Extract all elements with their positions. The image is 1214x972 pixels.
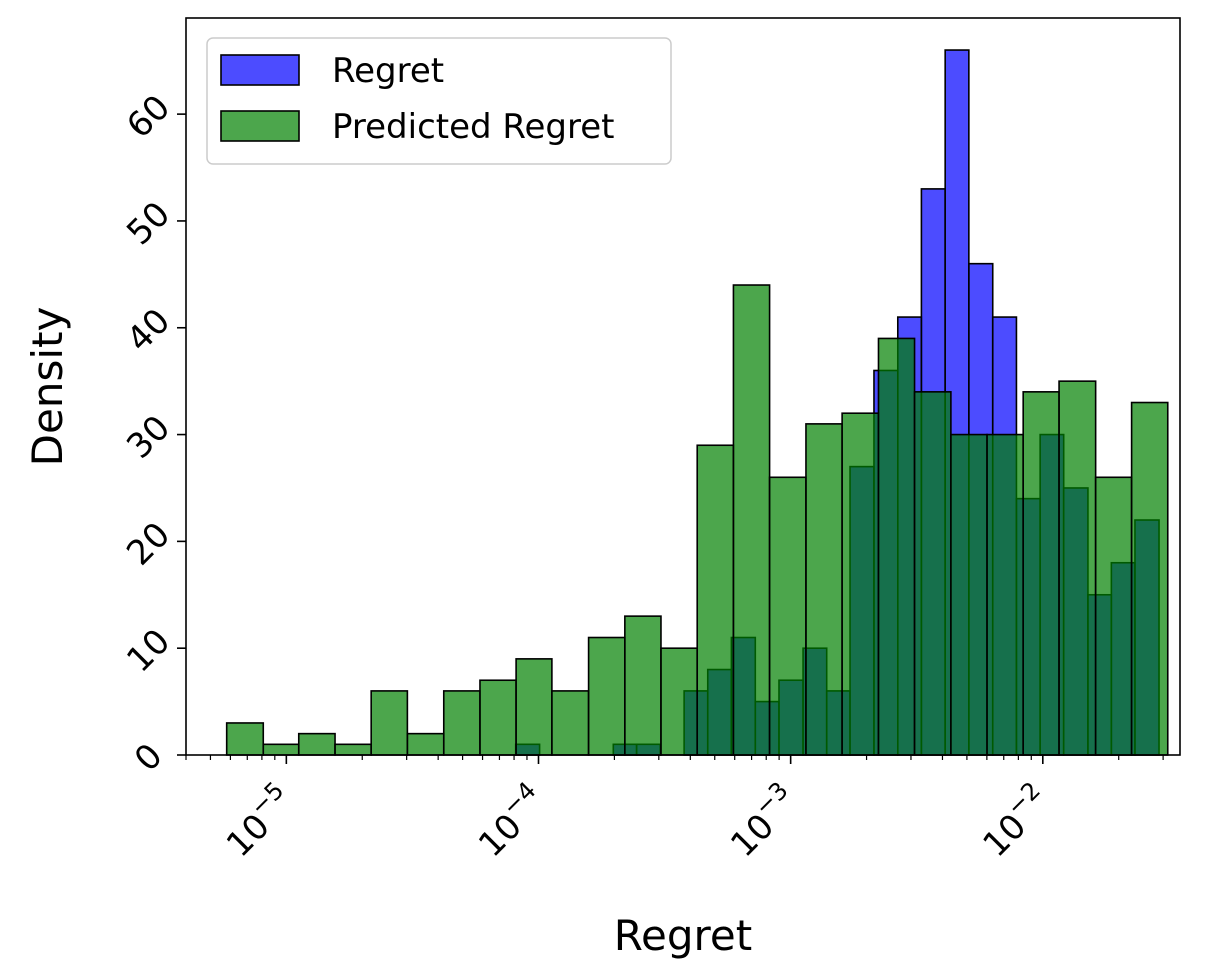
- y-axis-title: Density: [23, 307, 72, 467]
- bars-layer: [225, 49, 1169, 756]
- histogram-bar: [515, 658, 553, 756]
- legend-swatch: [220, 110, 300, 142]
- histogram-bar: [913, 391, 952, 756]
- histogram-bar: [841, 412, 880, 756]
- y-tick-label: 50: [119, 194, 178, 253]
- histogram-bar: [334, 743, 372, 756]
- y-tick-label: 60: [119, 87, 178, 146]
- y-tick-label: 40: [119, 301, 178, 360]
- histogram-bar: [1058, 380, 1097, 756]
- histogram-bar: [370, 690, 409, 756]
- histogram-bar: [262, 743, 300, 756]
- series-predicted-regret: [225, 284, 1169, 756]
- histogram-bar: [950, 433, 988, 756]
- x-tick-label: 10−3: [718, 776, 807, 865]
- histogram-bar: [768, 476, 807, 756]
- histogram-bar: [1130, 401, 1169, 756]
- histogram-bar: [442, 690, 481, 756]
- histogram-bar: [406, 732, 445, 756]
- x-tick-label: 10−2: [970, 776, 1059, 865]
- histogram-bar: [479, 679, 517, 756]
- histogram-bar: [297, 732, 336, 756]
- histogram-bar: [986, 433, 1024, 756]
- legend-label: Predicted Regret: [332, 107, 615, 147]
- legend: Regret Predicted Regret: [206, 37, 672, 165]
- legend-swatch: [220, 54, 300, 86]
- x-axis-title: Regret: [614, 911, 752, 960]
- histogram-bar: [732, 284, 771, 756]
- histogram-bar: [660, 647, 699, 756]
- y-tick-label: 10: [119, 621, 178, 680]
- histogram-bar: [696, 444, 735, 756]
- x-tick-label: 10−4: [466, 776, 555, 865]
- histogram-bar: [551, 690, 590, 756]
- x-tick-label: 10−5: [214, 776, 303, 865]
- plot-frame: [185, 17, 1181, 756]
- y-tick-label: 30: [119, 408, 178, 467]
- y-tick-label: 20: [119, 515, 178, 574]
- histogram-bar: [1094, 476, 1133, 756]
- histogram-bar: [805, 423, 843, 756]
- y-tick-label: 0: [127, 736, 171, 780]
- legend-label: Regret: [332, 51, 444, 91]
- histogram-bar: [1022, 391, 1060, 756]
- histogram-bar: [587, 636, 626, 756]
- legend-box: [206, 37, 672, 165]
- histogram-bar: [225, 722, 265, 756]
- histogram-bar: [624, 615, 662, 756]
- histogram-bar: [877, 337, 916, 756]
